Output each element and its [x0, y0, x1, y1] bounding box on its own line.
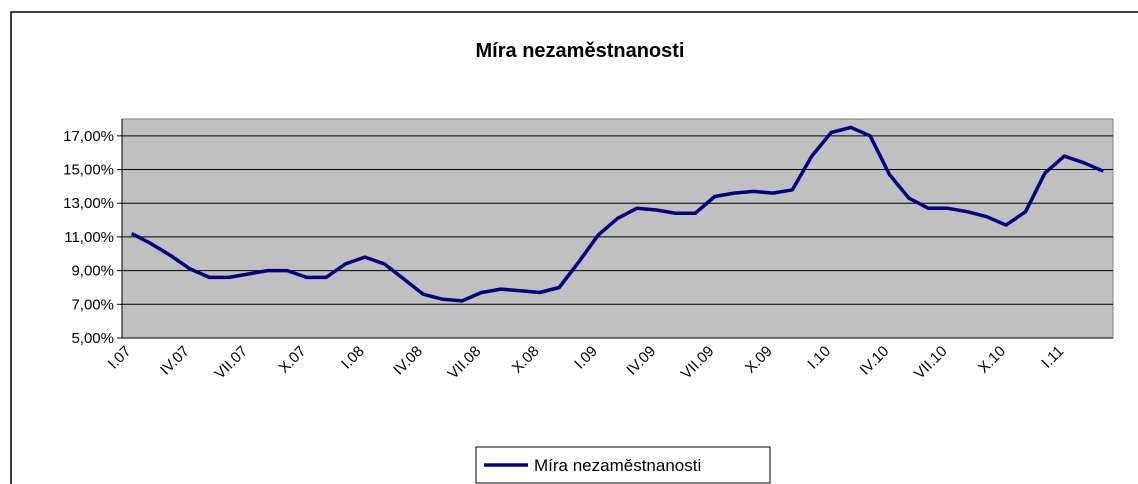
- y-tick-label: 9,00%: [71, 263, 114, 280]
- y-tick-label: 5,00%: [71, 330, 114, 347]
- plot-area: [121, 118, 1114, 339]
- chart-title: Míra nezaměstnanosti: [476, 40, 685, 62]
- line-series: [130, 125, 1104, 303]
- y-tick-label: 7,00%: [71, 296, 114, 313]
- legend-label: Míra nezaměstnanosti: [534, 456, 701, 475]
- y-tick-label: 11,00%: [64, 229, 114, 246]
- y-tick-label: 15,00%: [63, 162, 114, 179]
- y-tick-label: 17,00%: [63, 128, 114, 145]
- y-tick-label: 13,00%: [63, 195, 114, 212]
